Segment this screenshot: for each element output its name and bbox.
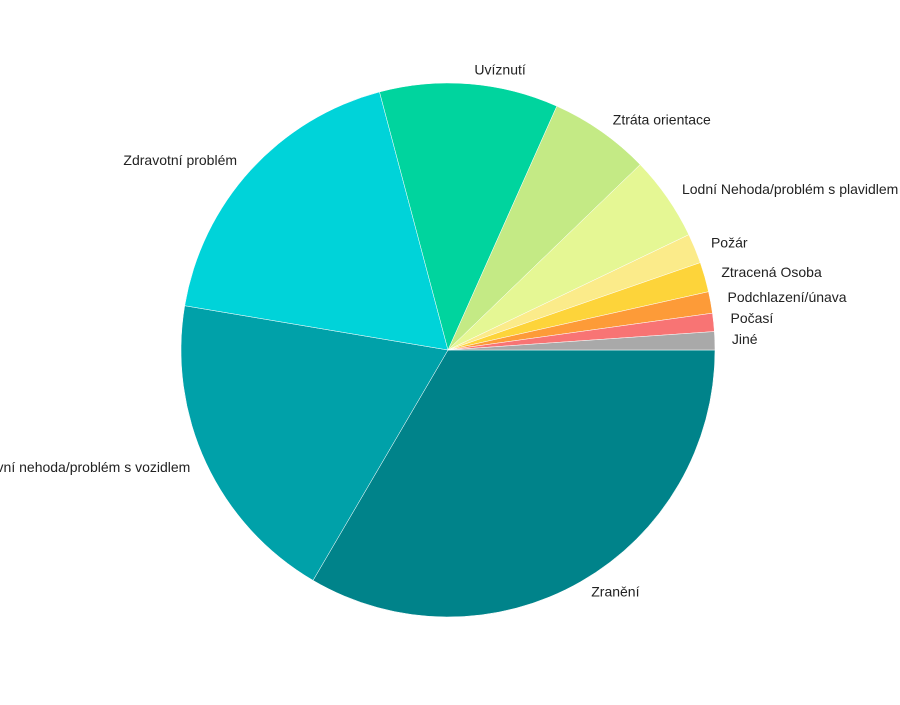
pie-slice [447, 331, 716, 351]
pie-slice [180, 305, 449, 581]
slice-label: Požár [711, 234, 748, 250]
slice-label: Lodní Nehoda/problém s plavidlem [682, 181, 898, 197]
slice-label: Zranění [591, 584, 639, 600]
pie-slice [379, 82, 558, 351]
slice-label: Zdravotní problém [123, 152, 237, 168]
slice-label: Počasí [730, 310, 773, 326]
slice-label: Dopravní nehoda/problém s vozidlem [0, 459, 190, 475]
slice-label: Jiné [732, 331, 758, 347]
slice-label: Podchlazení/únava [728, 289, 847, 305]
slice-label: Ztracená Osoba [721, 264, 822, 280]
pie-slice [184, 91, 449, 351]
slice-label: Ztráta orientace [613, 111, 711, 127]
slice-label: Uvíznutí [474, 62, 525, 78]
pie-slice [312, 349, 716, 618]
